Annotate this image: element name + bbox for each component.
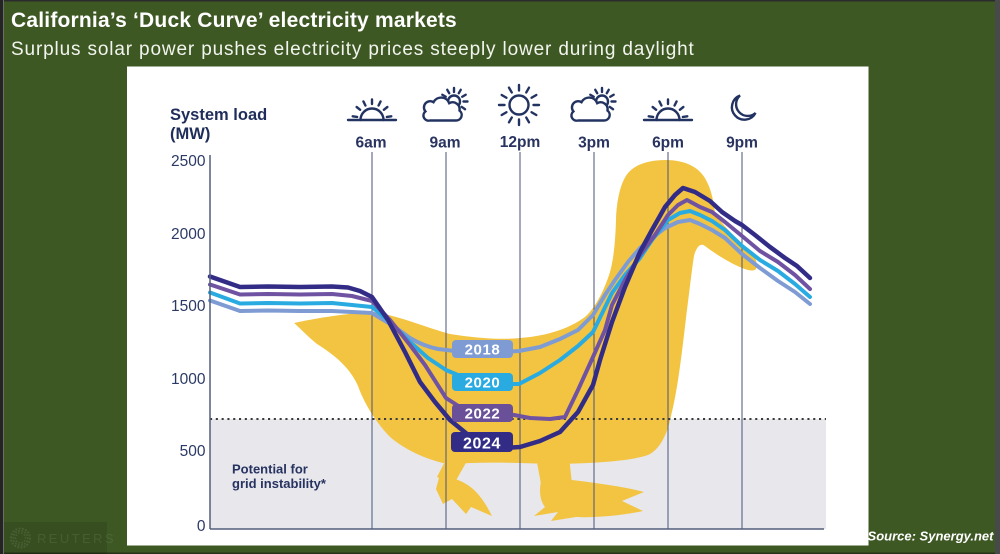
svg-text:6pm: 6pm bbox=[652, 135, 684, 152]
svg-text:2000: 2000 bbox=[171, 226, 206, 243]
svg-text:9am: 9am bbox=[429, 135, 460, 152]
svg-text:0: 0 bbox=[197, 518, 206, 535]
svg-text:System load: System load bbox=[170, 106, 267, 124]
svg-text:2022: 2022 bbox=[465, 406, 501, 423]
svg-text:9pm: 9pm bbox=[726, 135, 758, 152]
svg-text:2020: 2020 bbox=[465, 375, 501, 392]
svg-text:3pm: 3pm bbox=[578, 135, 610, 152]
svg-text:2500: 2500 bbox=[171, 153, 206, 170]
svg-text:Source: Synergy.net: Source: Synergy.net bbox=[868, 529, 995, 544]
svg-text:grid instability*: grid instability* bbox=[232, 476, 327, 491]
svg-text:California’s ‘Duck Curve’ elec: California’s ‘Duck Curve’ electricity ma… bbox=[11, 9, 457, 32]
svg-text:1500: 1500 bbox=[171, 298, 206, 315]
svg-text:12pm: 12pm bbox=[500, 134, 541, 151]
svg-text:Potential for: Potential for bbox=[232, 462, 308, 477]
svg-text:(MW): (MW) bbox=[170, 125, 210, 143]
svg-text:REUTERS: REUTERS bbox=[37, 531, 116, 546]
svg-text:6am: 6am bbox=[355, 135, 386, 152]
svg-text:2024: 2024 bbox=[463, 436, 501, 453]
svg-text:Surplus solar power pushes ele: Surplus solar power pushes electricity p… bbox=[11, 39, 695, 60]
svg-text:1000: 1000 bbox=[171, 371, 206, 388]
svg-text:2018: 2018 bbox=[465, 342, 501, 359]
svg-text:500: 500 bbox=[180, 443, 206, 460]
